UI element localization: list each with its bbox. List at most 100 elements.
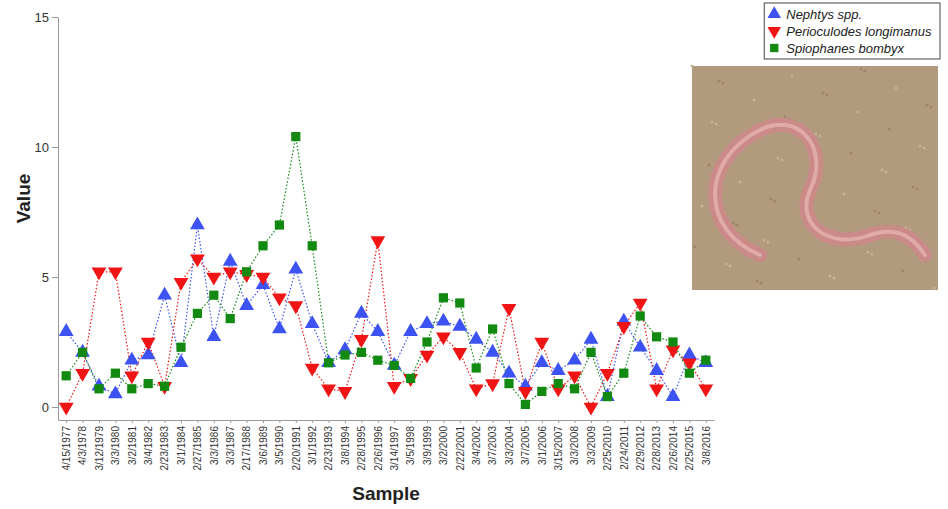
series-marker: [157, 382, 172, 395]
y-tick-label: 15: [35, 10, 49, 25]
photo-grain: [829, 275, 832, 278]
series-marker: [403, 323, 418, 336]
photo: [691, 65, 939, 291]
series-marker: [485, 379, 500, 392]
x-tick-label: 3/14/1997: [389, 426, 400, 471]
series-marker: [534, 354, 549, 367]
series-marker: [239, 297, 254, 310]
series-marker: [406, 374, 415, 383]
series-marker: [698, 385, 713, 398]
series-marker: [209, 291, 218, 300]
y-axis-title: Value: [13, 174, 34, 224]
x-tick: 3/1/1992: [307, 420, 318, 465]
series-marker: [420, 315, 435, 328]
series-marker: [633, 339, 648, 352]
series-marker: [206, 328, 221, 341]
x-tick-label: 3/4/2002: [471, 426, 482, 465]
series-marker: [551, 362, 566, 375]
series-marker: [600, 388, 615, 401]
x-tick-label: 4/3/1978: [77, 426, 88, 465]
series-line: [66, 137, 706, 405]
photo-grain: [815, 133, 818, 136]
x-tick-label: 2/20/1991: [291, 426, 302, 471]
x-tick-mark: [247, 420, 248, 423]
series-line: [66, 225, 706, 397]
x-tick-mark: [329, 420, 330, 423]
series-marker: [141, 338, 156, 351]
series-marker: [373, 356, 382, 365]
x-tick: 3/8/1994: [340, 420, 351, 465]
x-tick-mark: [230, 420, 231, 423]
series-marker: [157, 287, 172, 300]
series-marker: [387, 357, 402, 370]
x-tick: 2/23/1993: [323, 420, 334, 471]
x-tick-mark: [476, 420, 477, 423]
y-axis: 051015: [35, 10, 59, 421]
photo-grain: [781, 159, 784, 162]
x-tick-label: 3/7/2003: [487, 426, 498, 465]
y-tick-label: 0: [42, 400, 49, 415]
photo-grain: [895, 87, 898, 90]
x-tick-label: 3/3/1986: [209, 426, 220, 465]
series-marker: [633, 299, 648, 312]
x-tick: 3/8/2016: [701, 420, 712, 465]
photo-grain: [888, 128, 891, 131]
series-marker: [554, 379, 563, 388]
x-tick-mark: [657, 420, 658, 423]
x-tick-label: 2/17/1988: [241, 426, 252, 471]
photo-grain: [919, 145, 922, 148]
x-tick: 2/20/1991: [291, 420, 302, 471]
x-tick-mark: [411, 420, 412, 423]
series-marker: [288, 301, 303, 314]
series-marker: [701, 356, 710, 365]
series-marker: [193, 309, 202, 318]
legend-label: Nephtys spp.: [786, 7, 862, 22]
series-marker: [422, 337, 431, 346]
photo-grain: [902, 270, 905, 273]
series-marker: [288, 261, 303, 274]
series-marker: [124, 352, 139, 365]
series-marker: [190, 255, 205, 268]
x-tick: 3/14/1997: [389, 420, 400, 471]
series-marker: [94, 384, 103, 393]
photo-grain: [933, 287, 936, 290]
photo-grain: [708, 164, 711, 167]
x-tick: 2/22/2001: [455, 420, 466, 471]
photo-grain: [826, 94, 829, 97]
x-tick-mark: [197, 420, 198, 423]
series-marker: [160, 382, 169, 391]
photo-grain: [694, 246, 697, 249]
x-tick: 2/17/1988: [241, 420, 252, 471]
series-marker: [305, 315, 320, 328]
series-marker: [111, 369, 120, 378]
x-tick: 3/4/2002: [471, 420, 482, 465]
x-tick-label: 3/9/1999: [422, 426, 433, 465]
x-tick: 3/6/1989: [258, 420, 269, 465]
photo-grain: [912, 186, 915, 189]
x-tick: 2/28/2013: [651, 420, 662, 471]
series-marker: [485, 344, 500, 357]
series-marker: [272, 294, 287, 307]
photo-grain: [736, 224, 739, 227]
x-tick: 3/3/1980: [110, 420, 121, 465]
series-marker: [223, 253, 238, 266]
series-marker: [176, 343, 185, 352]
y-tick: 15: [35, 10, 58, 25]
x-tick-mark: [312, 420, 313, 423]
series-marker: [698, 354, 713, 367]
x-tick-mark: [361, 420, 362, 423]
x-tick-label: 3/5/1998: [405, 426, 416, 465]
x-tick-label: 3/7/2005: [520, 426, 531, 465]
x-tick-label: 3/3/2009: [586, 426, 597, 465]
series-marker: [108, 385, 123, 398]
photo-grain: [874, 210, 877, 213]
photo-worm: [715, 125, 925, 255]
photo-grain: [777, 157, 780, 160]
y-tick-mark: [52, 17, 58, 18]
x-tick: 3/3/2008: [569, 420, 580, 465]
x-tick-label: 2/26/2014: [668, 426, 679, 471]
series-marker: [291, 132, 300, 141]
series-marker: [472, 363, 481, 372]
x-tick-label: 2/22/2001: [455, 426, 466, 471]
series-marker: [308, 241, 317, 250]
